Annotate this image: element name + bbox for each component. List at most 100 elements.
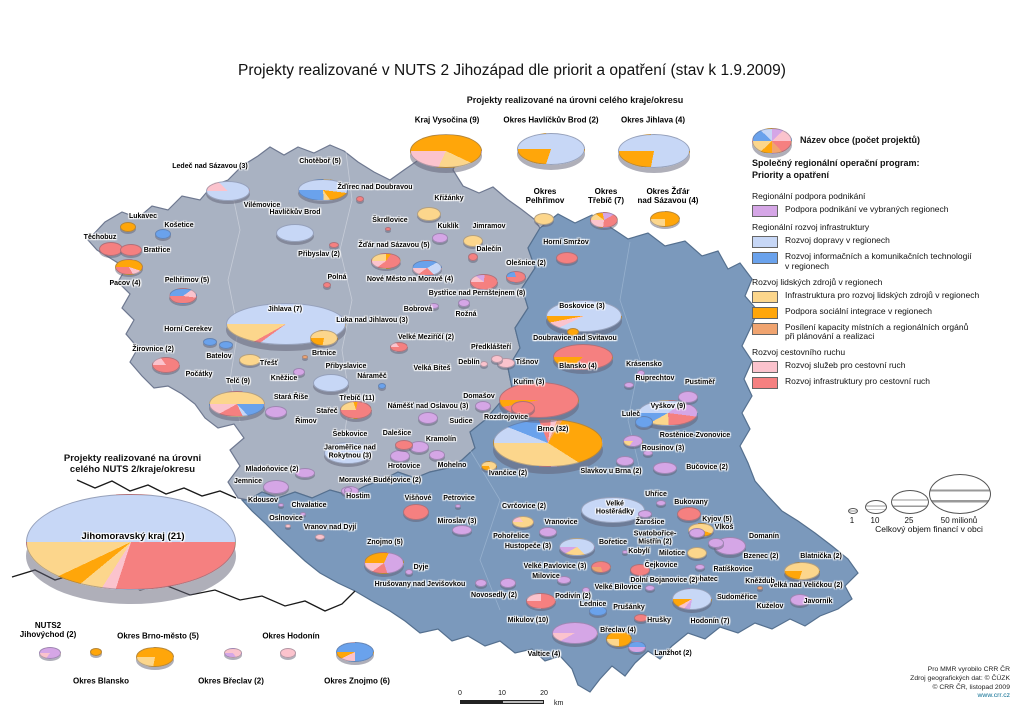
rec-nad-doubravou-pie — [356, 196, 364, 202]
pru-nky-pie — [634, 614, 648, 622]
kraj-vyso-ina-9-label: Kraj Vysočina (9) — [414, 115, 480, 125]
p-edkl-te-label: Předklášteří — [470, 344, 512, 352]
legend-item-label: Podpora podnikání ve vybraných regionech — [785, 204, 949, 214]
ko-etice-pie — [155, 229, 171, 239]
hostim-pie — [344, 487, 352, 493]
scale-tick-0: 0 — [458, 690, 462, 697]
okres-pelh-imov-pie — [534, 213, 554, 225]
okres-t-eb-7-label: Okres Třebíč (7) — [587, 187, 625, 205]
dyje-label: Dyje — [413, 564, 429, 572]
doubravice-nad-svitavou-pie — [567, 328, 579, 336]
horn-cerekev-pie — [203, 338, 217, 346]
dale-ice-label: Dalešice — [382, 430, 412, 438]
kukl-k-pie — [432, 233, 448, 243]
jihlava-7-label: Jihlava (7) — [267, 306, 303, 314]
blansko-4-pie — [553, 344, 613, 370]
okres-t-eb-7-pie — [590, 212, 618, 228]
bu-ovice-2-label: Bučovice (2) — [686, 464, 728, 472]
legend-program-title: Společný regionální operační program: Pr… — [752, 158, 920, 180]
okres-havl-k-v-brod-2-label: Okres Havlíčkův Brod (2) — [503, 115, 599, 125]
nuts2-jihov-chod-2-pie — [39, 647, 61, 659]
scale-bar-segment — [502, 700, 544, 704]
bobrov-label: Bobrová — [403, 306, 433, 314]
ku-im-3-label: Kuřim (3) — [513, 379, 545, 387]
novosedly-2-label: Novosedly (2) — [471, 592, 517, 600]
milotice-pie — [687, 547, 707, 559]
okres-jihlava-4-label: Okres Jihlava (4) — [620, 115, 686, 125]
doma-ov-pie — [475, 401, 491, 411]
vlko-pie — [708, 538, 724, 548]
rous-nov-3-pie — [643, 450, 653, 456]
bobrov-pie — [429, 303, 439, 309]
javorn-k-pie — [790, 594, 810, 606]
ivan-ice-2-pie — [481, 461, 497, 471]
horn-smr-ov-pie — [556, 252, 578, 264]
byst-ice-nad-pern-tejnem-8-pie — [470, 274, 498, 290]
rat-kovice-pie — [695, 564, 705, 570]
dale-n-label: Dalečín — [476, 246, 502, 254]
t-e-pie — [239, 354, 261, 366]
imov-label: Řimov — [295, 418, 317, 426]
size-legend-circle — [848, 508, 858, 514]
uh-ice-pie — [656, 500, 666, 506]
legend-groups: Regionální podpora podnikání Podpora podn… — [752, 186, 1024, 393]
debl-n-pie — [480, 361, 488, 367]
t-eb-11-pie — [340, 401, 372, 419]
ku-im-3-pie — [499, 382, 579, 418]
valtice-4-label: Valtice (4) — [527, 651, 561, 659]
aro-ice-label: Žarošice — [635, 519, 665, 527]
boskovice-3-label: Boskovice (3) — [559, 303, 605, 311]
podiv-n-2-pie — [526, 593, 556, 609]
ruprechtov-pie — [624, 382, 634, 388]
debl-n-label: Deblín — [458, 359, 480, 367]
jihomoravsk-kraj-21-pie — [26, 494, 236, 590]
hustope-e-3-label: Hustopeče (3) — [504, 543, 552, 551]
cvr-ovice-2-label: Cvrčovice (2) — [502, 503, 546, 511]
bo-etice-pie — [622, 550, 628, 554]
hodon-n-7-pie — [672, 588, 712, 610]
kr-sensko-label: Krásensko — [626, 361, 662, 369]
brat-ice-pie — [120, 244, 142, 256]
kn-dub-label: Kněždub — [745, 578, 775, 586]
scale-bar-segment — [460, 700, 502, 704]
jimramov-pie — [463, 235, 483, 247]
legend-group-heading: Regionální rozvoj infrastruktury — [752, 222, 870, 232]
doln-bojanovice-2-label: Dolní Bojanovice (2) — [630, 577, 698, 585]
oslnovice-label: Oslnovice — [269, 515, 303, 523]
lan-hot-2-pie — [628, 641, 646, 653]
p-ibyslav-2-label: Přibyslav (2) — [298, 251, 340, 259]
kraj-vyso-ina-9-pie — [410, 134, 482, 168]
ole-nice-2-label: Olešnice (2) — [506, 260, 546, 268]
pru-nky-label: Prušánky — [613, 604, 645, 612]
batelov-pie — [219, 341, 233, 349]
doma-ov-label: Domašov — [463, 393, 495, 401]
okres-hodon-n-label: Okres Hodonín — [262, 631, 320, 641]
svatobo-ice-mist-n-2-pie — [689, 528, 705, 538]
legend-color-swatch — [752, 252, 778, 264]
rat-kovice-label: Ratíškovice — [713, 566, 753, 574]
legend-item-label: Rozvoj služeb pro cestovní ruch — [785, 360, 906, 371]
scale-tick-10: 10 — [498, 690, 506, 697]
krdlovice-pie — [385, 227, 391, 231]
kn-ice-pie — [293, 368, 305, 376]
legend-item: Rozvoj dopravy v regionech — [752, 235, 1024, 248]
mlado-ovice-2-label: Mladoňovice (2) — [245, 466, 299, 474]
jarom-ice-nad-rokytnou-3-label: Jaroměřice nad Rokytnou (3) — [324, 444, 376, 459]
chot-bo-5-label: Chotěboř (5) — [299, 158, 341, 166]
mohelno-label: Mohelno — [437, 462, 467, 470]
size-legend-value: 1 — [849, 516, 855, 525]
javorn-k-label: Javorník — [803, 598, 833, 606]
legend-item: Rozvoj služeb pro cestovní ruch — [752, 360, 1024, 374]
lede-nad-s-zavou-3-label: Ledeč nad Sázavou (3) — [172, 163, 248, 171]
velk-pavlovice-3-pie — [591, 561, 611, 573]
irovnice-2-label: Žirovnice (2) — [132, 346, 174, 354]
svatobo-ice-mist-n-2-label: Svatobořice- Mistřín (2) — [633, 530, 677, 545]
havl-k-v-brod-label: Havlíčkův Brod — [269, 209, 321, 217]
lednice-label: Lednice — [579, 601, 607, 609]
velk-host-r-dky-pie — [581, 497, 645, 523]
okres-b-eclav-2-pie — [224, 648, 242, 658]
byst-ice-nad-pern-tejnem-8-label: Bystřice nad Pernštejnem (8) — [428, 290, 526, 298]
t-e-label: Třešť — [259, 360, 279, 368]
kdousov-label: Kdousov — [248, 497, 278, 505]
bo-etice-label: Bořetice — [598, 539, 628, 547]
